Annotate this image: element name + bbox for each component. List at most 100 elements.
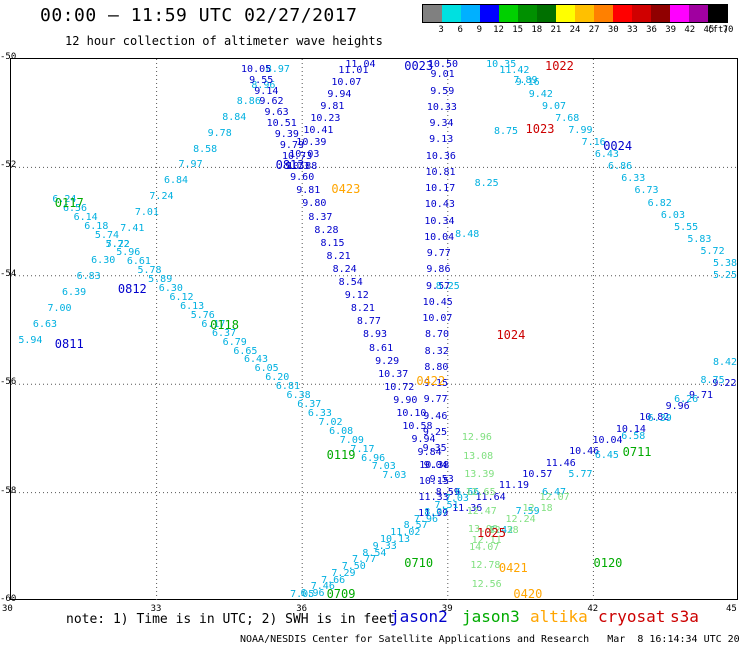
y-tick-label: -52	[0, 160, 17, 171]
wave-height-value: 9.25	[422, 426, 448, 438]
wave-height-value: 7.59	[515, 505, 540, 517]
wave-height-value: 6.58	[621, 431, 646, 443]
wave-height-value: 9.34	[429, 118, 454, 130]
legend-label: 6	[457, 25, 463, 35]
wave-height-value: 9.13	[429, 134, 454, 146]
wave-height-value: 8.28	[314, 224, 339, 236]
wave-height-value: 9.07	[541, 101, 567, 113]
wave-height-value: 8.86	[236, 95, 261, 107]
legend-label: 42	[684, 25, 696, 35]
wave-height-value: 6.37	[212, 327, 237, 339]
wave-height-value: 9.14	[254, 85, 279, 97]
wave-height-value: 9.80	[302, 198, 327, 210]
wave-height-value: 8.80	[424, 361, 449, 373]
wave-height-value: 6.84	[163, 175, 189, 187]
wave-height-value: 11.33	[418, 492, 449, 504]
wave-height-value: 10.37	[378, 368, 409, 380]
wave-height-value: 9.84	[417, 447, 442, 459]
mission-name-cryosat: cryosat	[598, 607, 666, 626]
legend-swatch	[632, 5, 651, 22]
wave-height-value: 8.07	[424, 506, 449, 518]
wave-height-value: 7.51	[434, 500, 459, 512]
x-tick-label: 30	[2, 604, 13, 614]
wave-height-value: 10.36	[425, 150, 456, 162]
wave-height-value: 8.25	[474, 177, 499, 189]
wave-height-value: 9.33	[372, 540, 397, 552]
wave-height-value: 10.88	[287, 161, 318, 173]
wave-height-value: 6.39	[62, 287, 87, 299]
wave-height-value: 6.03	[660, 209, 685, 221]
wave-height-value: 11.99	[418, 508, 449, 520]
wave-height-value: 6.39	[647, 412, 672, 424]
wave-height-value: 12.11	[471, 535, 502, 547]
wave-height-value: 14.07	[469, 542, 500, 554]
wave-height-value: 9.35	[422, 443, 447, 455]
wave-height-value: 7.17	[350, 443, 375, 455]
legend-swatch	[461, 5, 480, 22]
wave-height-value: 12.24	[505, 513, 536, 525]
wave-height-value: 8.42	[712, 356, 738, 368]
wave-height-value: 9.81	[320, 101, 345, 113]
wave-height-value: 6.12	[169, 292, 194, 303]
wave-height-value: 7.50	[341, 561, 366, 573]
x-tick-label: 33	[150, 604, 162, 614]
wave-height-value: 7.41	[120, 223, 145, 235]
wave-height-value: 10.46	[569, 446, 600, 458]
wave-height-value: 11.36	[452, 502, 483, 514]
wave-height-value: 7.03	[444, 493, 469, 505]
wave-height-value: 10.82	[639, 412, 670, 424]
wave-height-value: 6.47	[541, 487, 567, 499]
wave-height-value: 12.47	[466, 505, 497, 517]
wave-height-value: 9.12	[344, 290, 369, 302]
pass-time-label: 1024	[496, 328, 526, 343]
wave-height-value: 6.63	[32, 318, 58, 330]
map-plot-area: 6.24 6.56 6.14 6.18 5.74 5.72 5.96 6.61 5.78 5.89…	[10, 58, 739, 601]
pass-time-label: 0023	[404, 59, 434, 73]
wave-height-value: 7.05	[290, 589, 315, 600]
wave-height-value: 9.55	[249, 74, 274, 86]
legend-swatch	[689, 5, 708, 22]
legend-swatch	[480, 5, 499, 22]
wave-height-value: 7.99	[568, 125, 593, 137]
wave-height-value: 9.78	[207, 127, 232, 139]
wave-height-value: 5.38	[712, 257, 738, 269]
mission-name-altika: altika	[530, 607, 588, 626]
legend-label: 18	[531, 25, 543, 35]
wave-height-value: 9.94	[327, 89, 352, 101]
wave-height-value: 9.77	[423, 394, 448, 406]
legend-labels: 3 6 9 12 15 18 21 24 27 30 33 36 39 42 45 70 (ft)	[422, 23, 733, 37]
wave-height-value: 9.59	[430, 85, 455, 97]
wave-height-value: 9.16	[515, 77, 540, 89]
wave-height-value: 9.42	[528, 89, 553, 101]
mission-name-jason2: jason2	[390, 607, 448, 626]
wave-height-value: 13.98	[467, 523, 499, 535]
wave-height-value: 12.07	[539, 492, 570, 504]
wave-height-value: 6.73	[634, 185, 659, 197]
wave-height-value: 10.73	[282, 150, 313, 162]
legend-label: 70	[722, 25, 734, 35]
pass-time-label: 0420	[513, 587, 543, 601]
x-tick-label: 39	[441, 604, 453, 614]
wave-height-value: 9.57	[426, 280, 451, 292]
wave-height-value: 10.58	[402, 421, 433, 433]
wave-height-value: 9.86	[426, 264, 451, 276]
wave-height-value: 6.14	[73, 211, 98, 223]
y-tick-label: -54	[0, 268, 17, 279]
wave-height-value: 6.17	[201, 318, 226, 330]
pass-time-label: 1025	[477, 526, 506, 541]
wave-height-value: 7.24	[149, 191, 174, 203]
pass-time-label: 0119	[326, 447, 356, 462]
wave-height-value: 9.22	[712, 378, 737, 390]
y-tick-label: -50	[0, 52, 17, 62]
wave-height-value: 10.72	[384, 381, 415, 393]
wave-height-value: 10.17	[425, 183, 456, 195]
wave-height-value: 11.04	[345, 59, 376, 70]
legend-label: 24	[569, 25, 581, 35]
wave-height-value: 8.61	[369, 342, 394, 354]
pass-time-label: 0421	[498, 561, 528, 576]
wave-height-value: 5.94	[18, 334, 43, 346]
pass-time-label: 0118	[210, 317, 239, 332]
wave-height-value: 8.24	[332, 263, 357, 275]
wave-height-value: 13.08	[463, 450, 494, 462]
wave-height-value: 10.04	[592, 434, 623, 446]
